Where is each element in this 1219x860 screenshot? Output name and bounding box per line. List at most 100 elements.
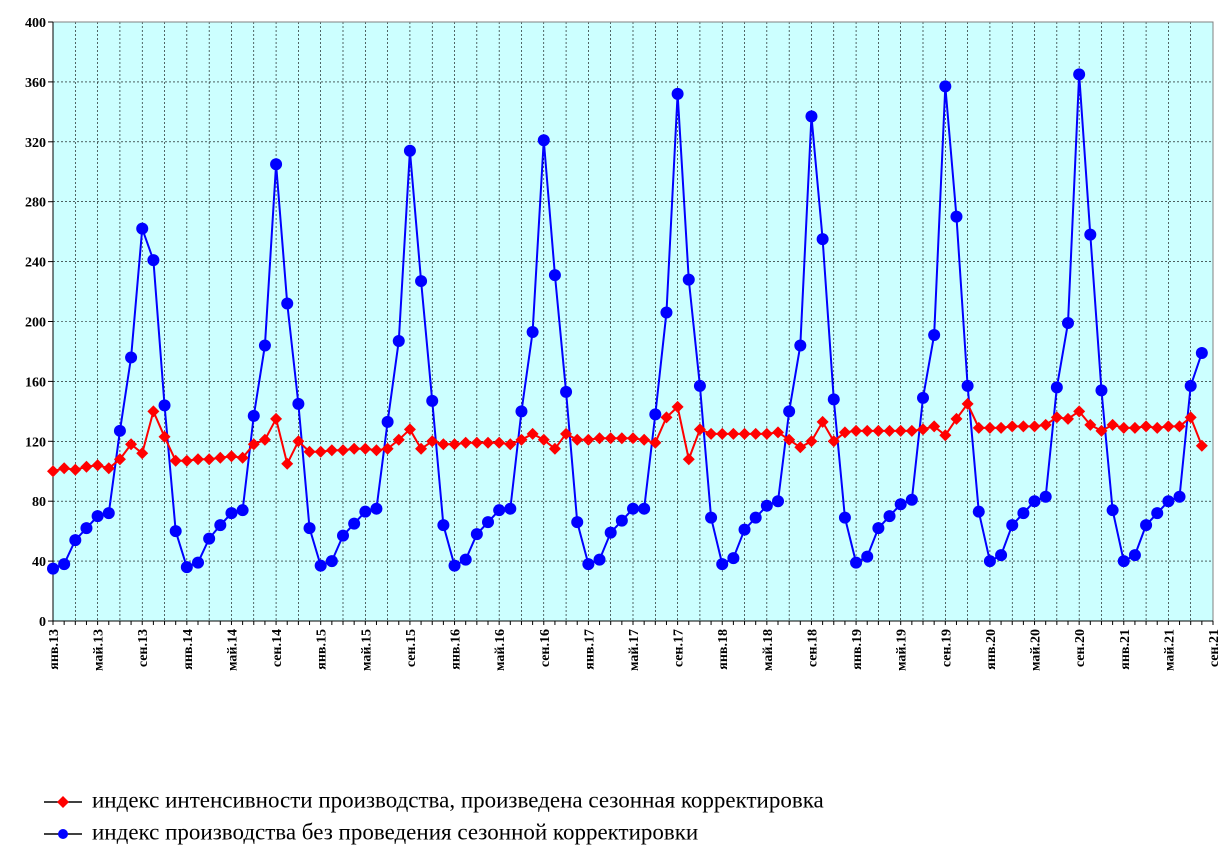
data-point xyxy=(437,519,450,532)
y-tick-label: 160 xyxy=(25,375,46,390)
data-point xyxy=(459,436,472,449)
data-point xyxy=(270,412,283,425)
data-point xyxy=(1195,346,1208,359)
legend-label: индекс производства без проведения сезон… xyxy=(92,819,698,844)
data-point xyxy=(1184,411,1197,424)
data-point xyxy=(660,306,673,319)
x-tick-label: янв.15 xyxy=(315,629,330,670)
data-point xyxy=(872,424,885,437)
y-tick-label: 40 xyxy=(32,555,46,570)
data-point xyxy=(682,453,695,466)
data-point xyxy=(415,275,428,288)
data-point xyxy=(1117,555,1130,568)
data-point xyxy=(1084,228,1097,241)
data-point xyxy=(493,504,506,517)
data-point xyxy=(816,415,829,428)
data-point xyxy=(359,505,372,518)
x-tick-label: янв.16 xyxy=(449,629,464,670)
data-point xyxy=(69,463,82,476)
data-point xyxy=(381,442,394,455)
data-point xyxy=(794,441,807,454)
data-point xyxy=(749,427,762,440)
data-point xyxy=(225,507,238,520)
data-point xyxy=(995,421,1008,434)
x-tick-label: май.17 xyxy=(627,629,642,671)
x-tick-label: сен.18 xyxy=(805,629,820,667)
data-point xyxy=(571,516,584,529)
data-point xyxy=(917,423,929,436)
data-point xyxy=(1006,519,1019,532)
legend-marker xyxy=(58,829,68,839)
data-point xyxy=(928,328,941,341)
data-point xyxy=(1173,420,1186,433)
data-point xyxy=(772,426,784,439)
data-point xyxy=(102,507,115,520)
y-tick-label: 80 xyxy=(32,495,46,510)
x-tick-label: янв.19 xyxy=(850,629,865,670)
data-point xyxy=(113,424,126,437)
data-point xyxy=(303,445,316,458)
data-point xyxy=(448,559,461,572)
data-point xyxy=(1140,519,1153,532)
data-point xyxy=(716,427,729,440)
data-point xyxy=(348,442,361,455)
data-point xyxy=(838,511,851,524)
data-point xyxy=(660,411,673,424)
data-point xyxy=(504,502,517,515)
data-point xyxy=(905,424,918,437)
data-point xyxy=(314,559,327,572)
data-point xyxy=(1162,495,1175,508)
data-point xyxy=(693,379,706,392)
data-point xyxy=(593,553,606,566)
x-tick-label: май.20 xyxy=(1029,629,1044,671)
data-point xyxy=(236,504,249,517)
data-point xyxy=(426,394,439,407)
data-point xyxy=(515,405,528,418)
data-point xyxy=(493,436,506,449)
data-point xyxy=(58,462,71,475)
data-point xyxy=(615,432,628,445)
data-point xyxy=(838,426,851,439)
data-point xyxy=(872,522,885,535)
data-point xyxy=(939,80,952,93)
data-point xyxy=(437,438,450,451)
data-point xyxy=(1028,420,1041,433)
data-point xyxy=(58,558,71,571)
data-point xyxy=(392,433,405,446)
y-tick-label: 0 xyxy=(39,615,46,630)
y-tick-label: 320 xyxy=(25,136,46,151)
data-point xyxy=(1128,421,1141,434)
data-point xyxy=(1151,507,1164,520)
data-point xyxy=(158,399,171,412)
data-point xyxy=(515,433,528,446)
data-point xyxy=(337,444,349,457)
data-point xyxy=(593,432,606,445)
data-point xyxy=(303,522,316,535)
data-point xyxy=(972,505,985,518)
data-point xyxy=(392,334,405,347)
data-point xyxy=(693,423,706,436)
data-point xyxy=(816,233,829,246)
data-point xyxy=(270,158,283,171)
data-point xyxy=(783,405,796,418)
x-tick-label: май.21 xyxy=(1162,629,1177,671)
data-point xyxy=(415,442,428,455)
data-point xyxy=(236,451,249,464)
data-point xyxy=(671,400,684,413)
y-tick-label: 280 xyxy=(25,196,46,211)
x-tick-label: сен.14 xyxy=(270,629,285,667)
data-point xyxy=(627,502,639,515)
data-point xyxy=(805,110,818,123)
data-point xyxy=(1128,549,1141,562)
x-tick-label: сен.17 xyxy=(672,629,687,667)
data-point xyxy=(1017,420,1030,433)
data-point xyxy=(325,444,338,457)
x-tick-label: май.16 xyxy=(493,629,508,671)
data-point xyxy=(125,351,138,364)
x-tick-label: сен.13 xyxy=(136,629,151,667)
data-point xyxy=(80,460,93,473)
y-tick-label: 240 xyxy=(25,256,46,271)
data-point xyxy=(716,558,729,571)
data-point xyxy=(370,444,383,457)
y-tick-label: 120 xyxy=(25,435,46,450)
